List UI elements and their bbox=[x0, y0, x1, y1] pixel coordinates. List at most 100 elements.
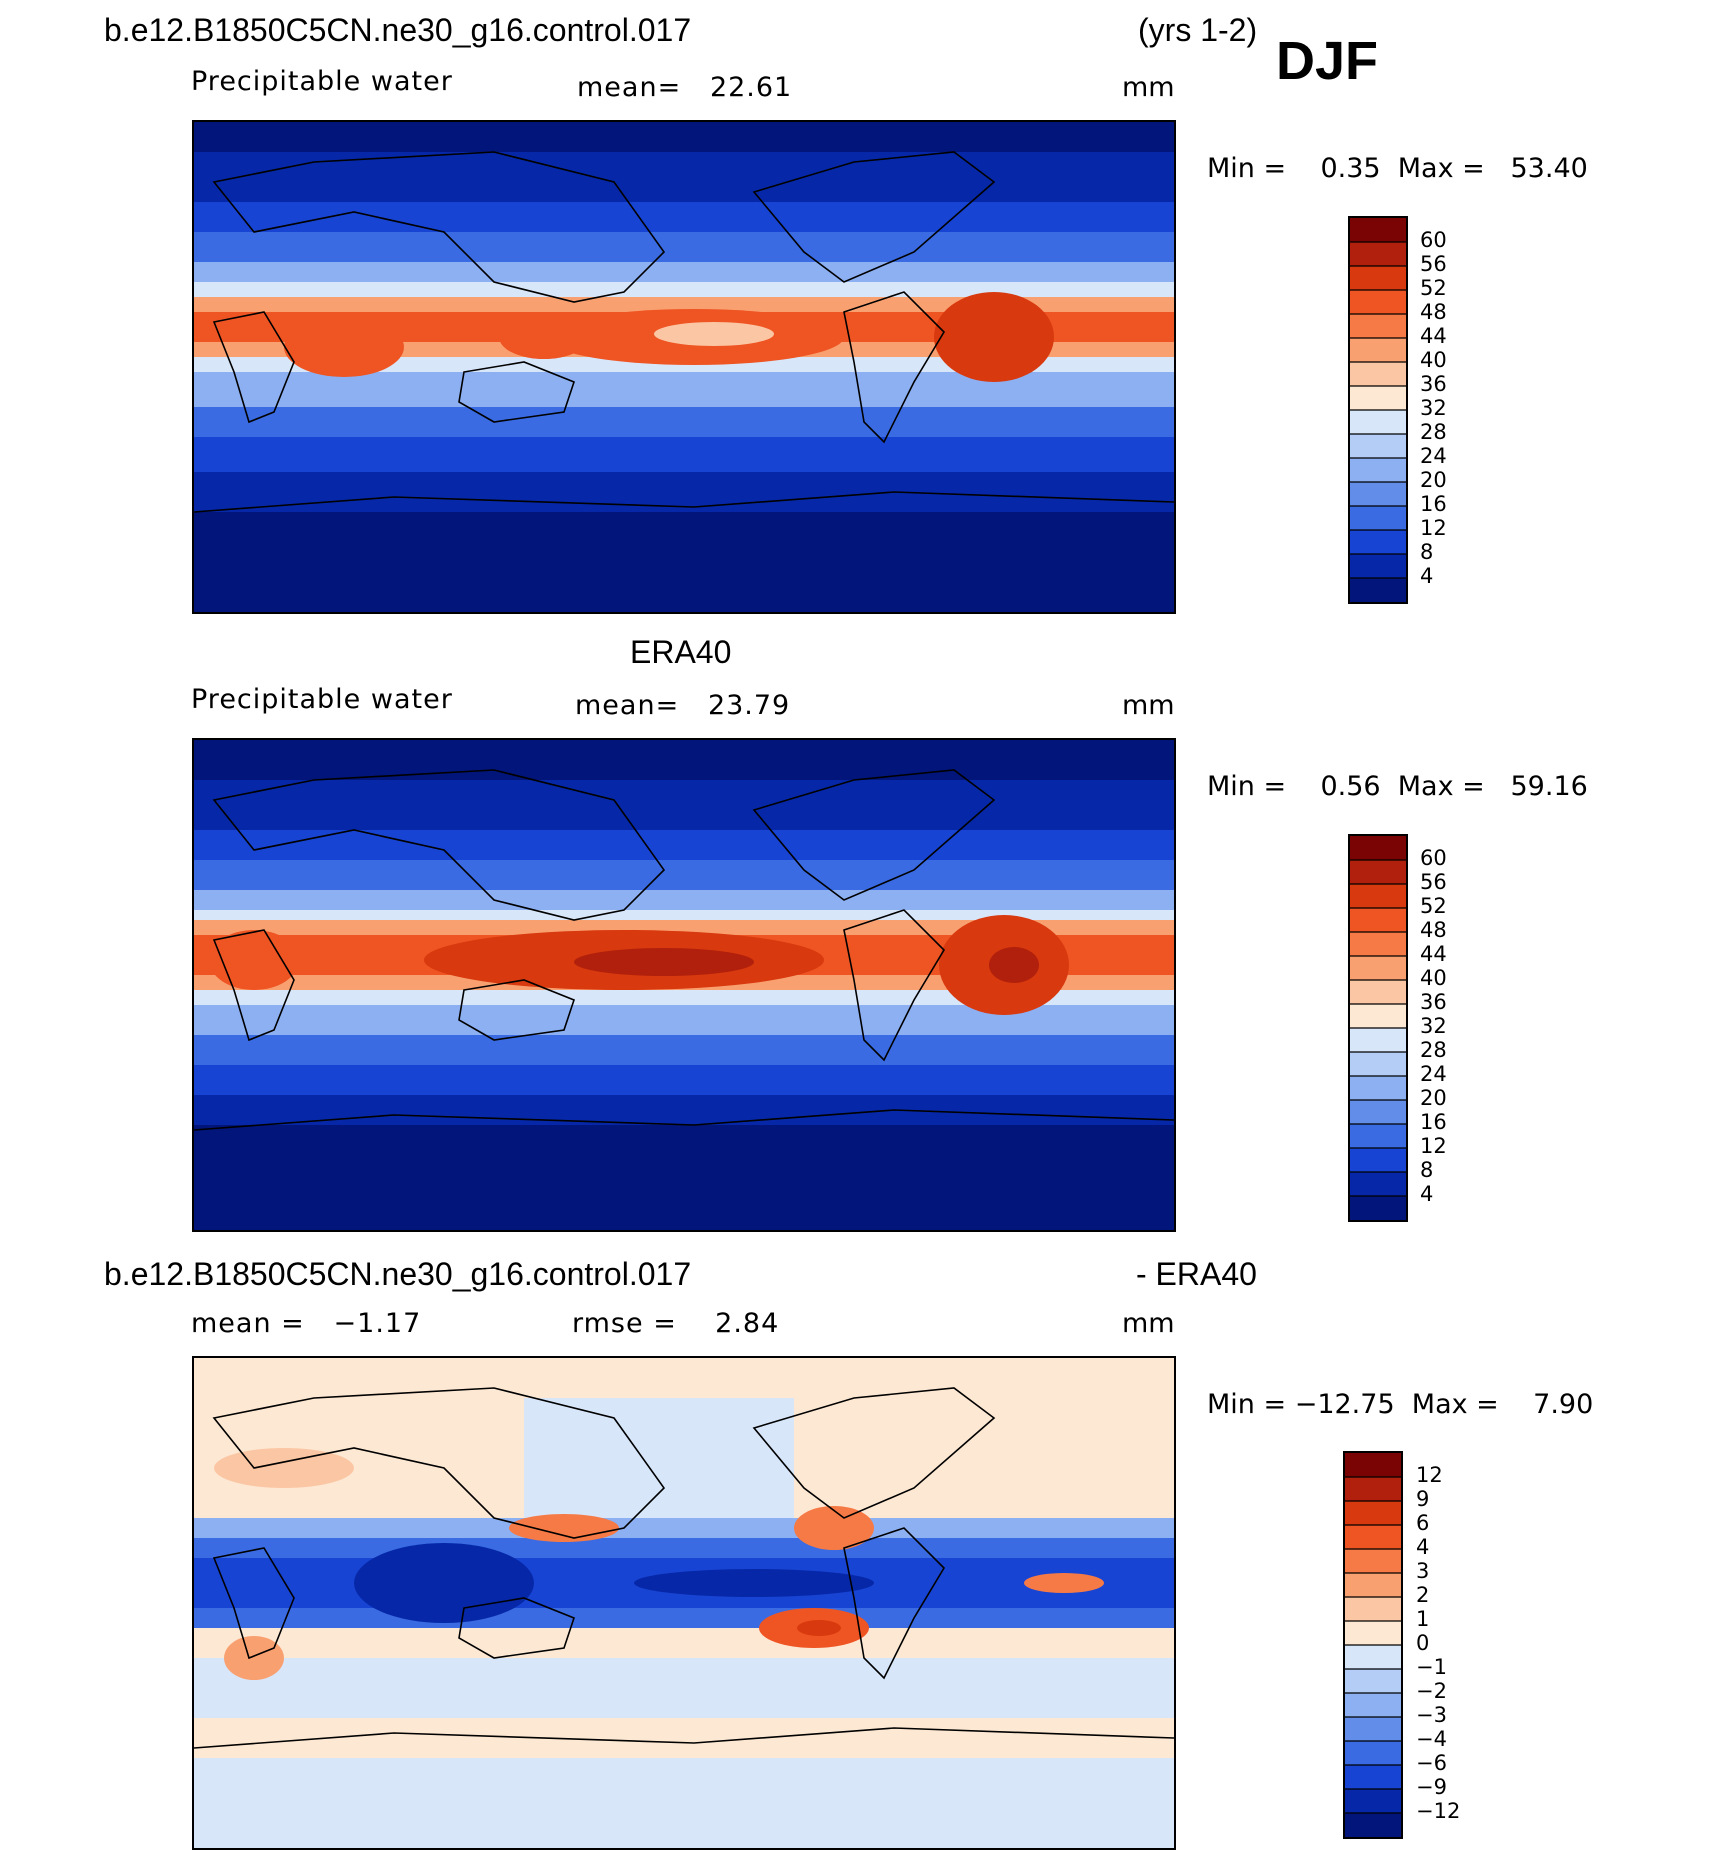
panel3-title: b.e12.B1850C5CN.ne30_g16.control.017 bbox=[104, 1256, 692, 1292]
colorbar-swatch bbox=[1345, 1597, 1401, 1622]
colorbar-swatch bbox=[1350, 1004, 1406, 1029]
colorbar-tick-label: −6 bbox=[1416, 1751, 1447, 1775]
colorbar-swatch bbox=[1350, 338, 1406, 363]
colorbar-tick-label: 52 bbox=[1420, 276, 1447, 300]
colorbar-swatch bbox=[1345, 1621, 1401, 1646]
colorbar-tick-label: −1 bbox=[1416, 1655, 1447, 1679]
colorbar-swatch bbox=[1350, 932, 1406, 957]
colorbar-swatch bbox=[1345, 1573, 1401, 1598]
colorbar-swatch bbox=[1345, 1813, 1401, 1837]
panel3-colorbar-ticks: 12 9 6 4 3 2 1 0 −1 −2 −3 −4 −6 −9 −12 bbox=[1416, 1451, 1476, 1835]
panel1-units: mm bbox=[1122, 72, 1175, 103]
colorbar-swatch bbox=[1350, 266, 1406, 291]
colorbar-swatch bbox=[1345, 1477, 1401, 1502]
colorbar-swatch bbox=[1350, 1052, 1406, 1077]
colorbar-swatch bbox=[1345, 1501, 1401, 1526]
colorbar-swatch bbox=[1350, 290, 1406, 315]
colorbar-tick-label: 4 bbox=[1420, 1182, 1434, 1206]
colorbar-tick-label: 6 bbox=[1416, 1511, 1430, 1535]
colorbar-swatch bbox=[1345, 1693, 1401, 1718]
panel1-field-label: Precipitable water bbox=[191, 66, 453, 97]
colorbar-tick-label: 8 bbox=[1420, 540, 1434, 564]
colorbar-tick-label: 2 bbox=[1416, 1583, 1430, 1607]
colorbar-tick-label: 28 bbox=[1420, 420, 1447, 444]
colorbar-swatch bbox=[1345, 1525, 1401, 1550]
colorbar-tick-label: 8 bbox=[1420, 1158, 1434, 1182]
colorbar-tick-label: 36 bbox=[1420, 372, 1447, 396]
panel3-colorbar bbox=[1343, 1451, 1403, 1839]
colorbar-swatch bbox=[1345, 1645, 1401, 1670]
colorbar-swatch bbox=[1350, 242, 1406, 267]
panel3-rmse: rmse = 2.84 bbox=[572, 1308, 780, 1339]
colorbar-tick-label: 1 bbox=[1416, 1607, 1430, 1631]
panel2-colorbar bbox=[1348, 834, 1408, 1222]
colorbar-tick-label: 16 bbox=[1420, 492, 1447, 516]
colorbar-tick-label: −2 bbox=[1416, 1679, 1447, 1703]
colorbar-tick-label: −3 bbox=[1416, 1703, 1447, 1727]
colorbar-tick-label: 12 bbox=[1420, 516, 1447, 540]
colorbar-tick-label: 4 bbox=[1416, 1535, 1430, 1559]
colorbar-swatch bbox=[1350, 1172, 1406, 1197]
colorbar-tick-label: 9 bbox=[1416, 1487, 1430, 1511]
colorbar-swatch bbox=[1350, 1100, 1406, 1125]
colorbar-swatch bbox=[1345, 1789, 1401, 1814]
colorbar-tick-label: 24 bbox=[1420, 444, 1447, 468]
panel3-mean: mean = −1.17 bbox=[191, 1308, 422, 1339]
colorbar-swatch bbox=[1350, 836, 1406, 861]
colorbar-swatch bbox=[1350, 956, 1406, 981]
colorbar-tick-label: 56 bbox=[1420, 252, 1447, 276]
panel3-units: mm bbox=[1122, 1308, 1175, 1339]
colorbar-swatch bbox=[1350, 554, 1406, 579]
season-label: DJF bbox=[1276, 31, 1379, 91]
colorbar-tick-label: 60 bbox=[1420, 228, 1447, 252]
colorbar-swatch bbox=[1345, 1453, 1401, 1478]
colorbar-tick-label: 12 bbox=[1420, 1134, 1447, 1158]
colorbar-swatch bbox=[1350, 434, 1406, 459]
colorbar-tick-label: 28 bbox=[1420, 1038, 1447, 1062]
colorbar-swatch bbox=[1350, 860, 1406, 885]
colorbar-swatch bbox=[1350, 362, 1406, 387]
panel2-mean: mean= 23.79 bbox=[575, 690, 791, 721]
colorbar-tick-label: 52 bbox=[1420, 894, 1447, 918]
panel1-map bbox=[192, 120, 1176, 614]
colorbar-tick-label: 56 bbox=[1420, 870, 1447, 894]
colorbar-swatch bbox=[1350, 1076, 1406, 1101]
colorbar-tick-label: 20 bbox=[1420, 1086, 1447, 1110]
colorbar-swatch bbox=[1350, 884, 1406, 909]
panel2-field-label: Precipitable water bbox=[191, 684, 453, 715]
colorbar-swatch bbox=[1350, 980, 1406, 1005]
colorbar-swatch bbox=[1350, 1028, 1406, 1053]
colorbar-tick-label: 0 bbox=[1416, 1631, 1430, 1655]
colorbar-tick-label: 32 bbox=[1420, 1014, 1447, 1038]
colorbar-tick-label: 48 bbox=[1420, 300, 1447, 324]
panel2-minmax: Min = 0.56 Max = 59.16 bbox=[1207, 771, 1588, 802]
colorbar-swatch bbox=[1350, 1196, 1406, 1220]
colorbar-swatch bbox=[1345, 1549, 1401, 1574]
colorbar-swatch bbox=[1350, 530, 1406, 555]
panel1-minmax: Min = 0.35 Max = 53.40 bbox=[1207, 153, 1588, 184]
colorbar-swatch bbox=[1350, 410, 1406, 435]
colorbar-tick-label: 32 bbox=[1420, 396, 1447, 420]
panel3-title-suffix: - ERA40 bbox=[1136, 1256, 1257, 1292]
colorbar-tick-label: 3 bbox=[1416, 1559, 1430, 1583]
panel2-colorbar-ticks: 60 56 52 48 44 40 36 32 28 24 20 16 12 8 4 bbox=[1420, 834, 1480, 1218]
panel2-title: ERA40 bbox=[630, 634, 732, 670]
colorbar-tick-label: 20 bbox=[1420, 468, 1447, 492]
colorbar-tick-label: −4 bbox=[1416, 1727, 1447, 1751]
colorbar-tick-label: 12 bbox=[1416, 1463, 1443, 1487]
colorbar-tick-label: 4 bbox=[1420, 564, 1434, 588]
colorbar-swatch bbox=[1350, 908, 1406, 933]
colorbar-swatch bbox=[1350, 578, 1406, 602]
colorbar-tick-label: 44 bbox=[1420, 324, 1447, 348]
panel2-map bbox=[192, 738, 1176, 1232]
colorbar-tick-label: 24 bbox=[1420, 1062, 1447, 1086]
colorbar-tick-label: 40 bbox=[1420, 966, 1447, 990]
colorbar-tick-label: 60 bbox=[1420, 846, 1447, 870]
colorbar-swatch bbox=[1350, 218, 1406, 243]
colorbar-swatch bbox=[1350, 506, 1406, 531]
colorbar-tick-label: −12 bbox=[1416, 1799, 1461, 1823]
case-title: b.e12.B1850C5CN.ne30_g16.control.017 bbox=[104, 12, 692, 48]
colorbar-tick-label: 16 bbox=[1420, 1110, 1447, 1134]
panel3-minmax: Min = −12.75 Max = 7.90 bbox=[1207, 1389, 1594, 1420]
colorbar-swatch bbox=[1345, 1765, 1401, 1790]
